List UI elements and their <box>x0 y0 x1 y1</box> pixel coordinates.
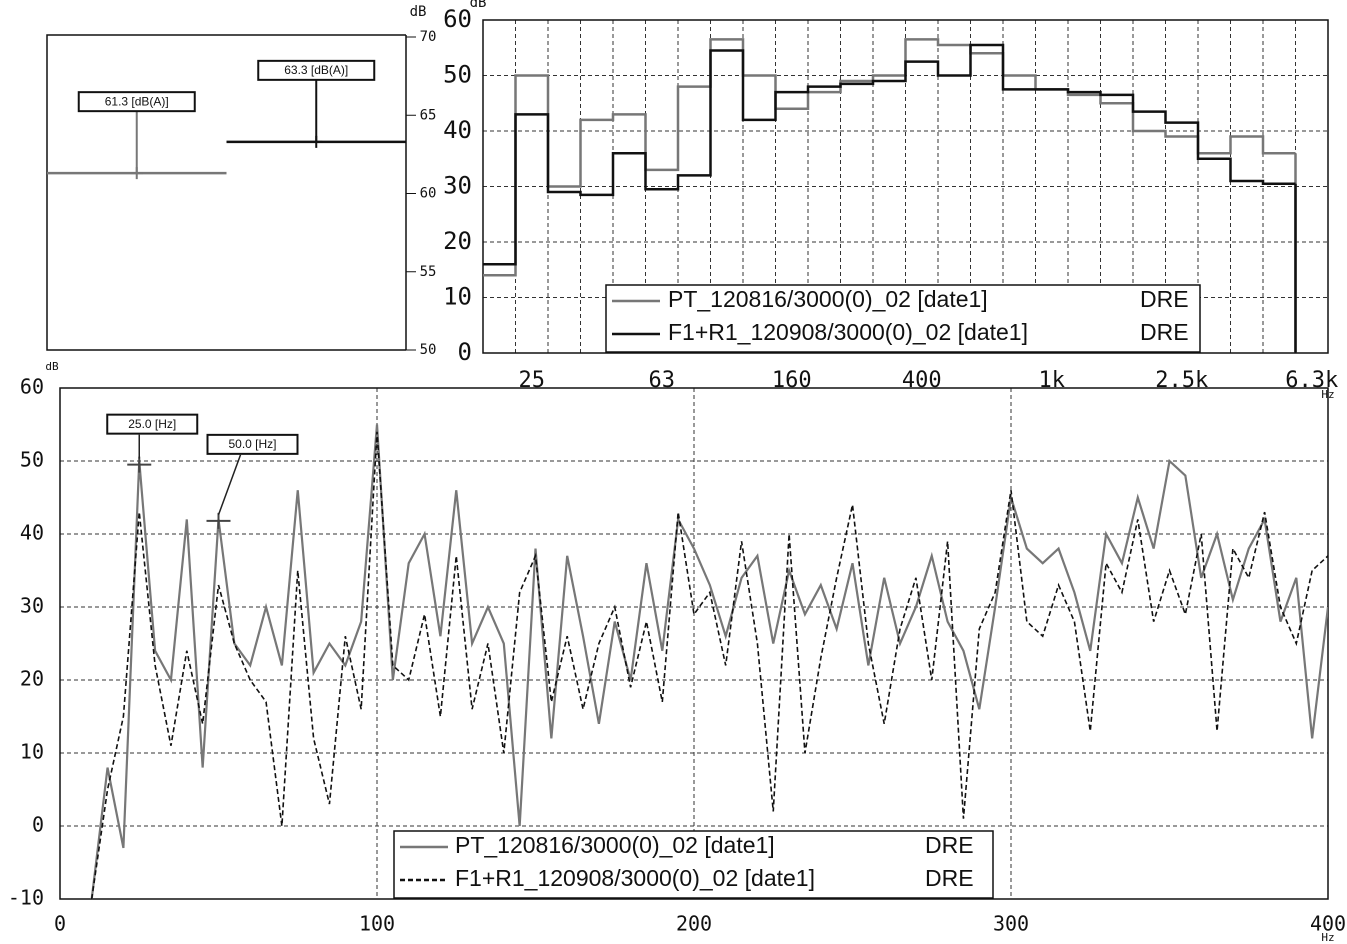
legend-box <box>605 284 1201 353</box>
step-line <box>483 43 1296 266</box>
annotation-text: 61.3 [dB(A)] <box>105 94 169 108</box>
x-tick-label: 1k <box>1039 368 1066 393</box>
y-tick-label: 20 <box>20 667 44 691</box>
y-tick-label: 30 <box>443 172 472 200</box>
legend-label: PT_120816/3000(0)_02 [date1] <box>668 286 988 312</box>
y-tick-label: 65 <box>420 107 437 123</box>
plot-frame <box>59 387 1329 900</box>
y-tick-label: 55 <box>420 264 437 280</box>
y-tick-label: 50 <box>443 61 472 89</box>
annotation-box <box>77 91 196 113</box>
y-tick-label: 40 <box>20 521 44 545</box>
x-tick-label: 400 <box>1310 912 1346 936</box>
step-line <box>483 38 1296 277</box>
x-tick-label: 2.5k <box>1155 368 1208 393</box>
y-tick-label: 0 <box>458 338 472 366</box>
panel-frame <box>46 34 406 351</box>
y-tick-label: 20 <box>443 227 472 255</box>
x-tick-label: 6.3k <box>1285 368 1338 393</box>
annotation-text: 25.0 [Hz] <box>128 417 176 431</box>
legend-mode: DRE <box>925 865 974 891</box>
y-tick-label: 60 <box>20 375 44 399</box>
x-tick-label: 63 <box>649 368 676 393</box>
y-tick-label: 10 <box>443 283 472 311</box>
leader-line <box>217 454 242 516</box>
y-tick-label: 60 <box>420 186 437 202</box>
cursor-marker <box>130 167 143 180</box>
legend-box <box>393 830 994 899</box>
x-tick-label: 300 <box>993 912 1029 936</box>
x-tick-label: 400 <box>902 368 942 393</box>
y-tick-label: -10 <box>8 886 44 910</box>
cursor-marker <box>206 512 231 529</box>
cursor-marker <box>127 456 152 473</box>
x-tick-label: 0 <box>54 912 66 936</box>
y-tick-label: 30 <box>20 594 44 618</box>
y-tick-label: 0 <box>32 813 44 837</box>
annotation-box <box>206 433 299 455</box>
legend-mode: DRE <box>1140 286 1189 312</box>
x-tick-label: 200 <box>676 912 712 936</box>
x-tick-label: 160 <box>772 368 812 393</box>
y-axis-label: dB <box>45 360 59 373</box>
x-tick-label: 100 <box>359 912 395 936</box>
y-tick-label: 40 <box>443 116 472 144</box>
annotation-text: 50.0 [Hz] <box>228 437 276 451</box>
spectrum-line <box>90 431 1328 900</box>
annotation-box <box>106 413 199 435</box>
legend-label: PT_120816/3000(0)_02 [date1] <box>455 832 775 858</box>
legend-mode: DRE <box>925 832 974 858</box>
legend-label: F1+R1_120908/3000(0)_02 [date1] <box>668 319 1028 345</box>
annotation-box <box>257 59 376 81</box>
y-axis-label: dB <box>470 0 487 11</box>
legend-label: F1+R1_120908/3000(0)_02 [date1] <box>455 865 815 891</box>
y-axis-label: dB <box>410 4 427 20</box>
cursor-marker <box>310 135 323 148</box>
y-tick-label: 70 <box>420 29 437 45</box>
y-tick-label: 10 <box>20 740 44 764</box>
plot-frame <box>482 19 1329 354</box>
y-tick-label: 50 <box>20 448 44 472</box>
annotation-text: 63.3 [dB(A)] <box>284 63 348 77</box>
y-tick-label: 50 <box>420 342 437 358</box>
x-tick-label: 25 <box>519 368 546 393</box>
x-axis-label: Hz <box>1321 931 1334 944</box>
legend-mode: DRE <box>1140 319 1189 345</box>
y-tick-label: 60 <box>443 5 472 33</box>
spectrum-line <box>90 424 1328 900</box>
